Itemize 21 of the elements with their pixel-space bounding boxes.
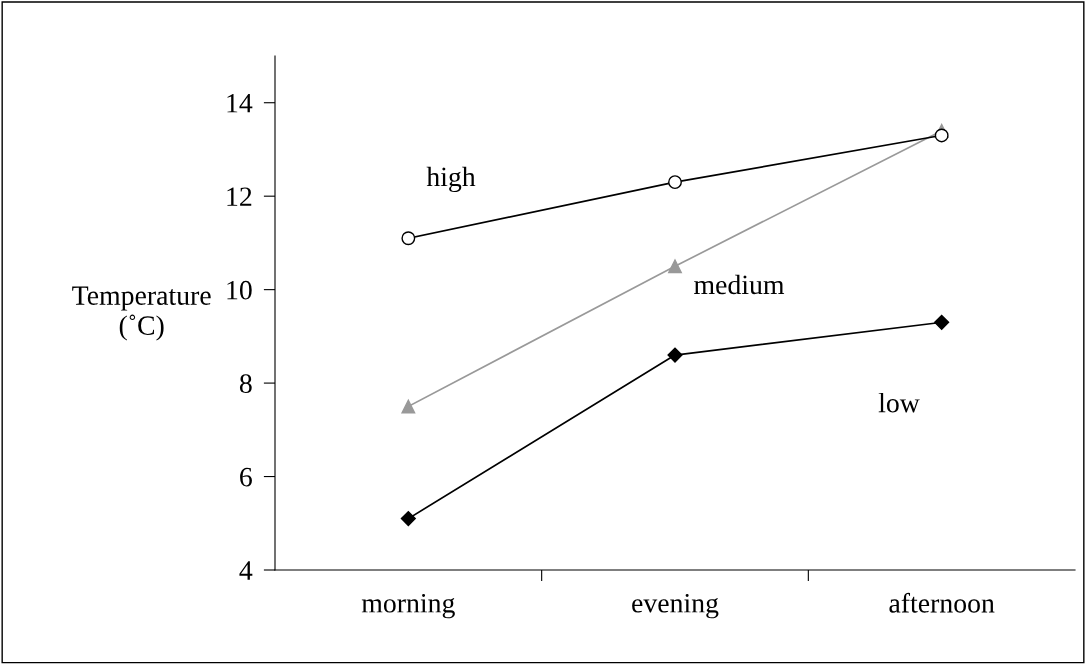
y-tick-label: 14 [227,94,253,113]
series-label: medium [694,274,785,295]
point [401,231,416,246]
point [934,128,949,143]
y-tick-label: 6 [240,467,252,487]
y-axis-title: Temperature (˚C) [72,286,211,341]
point [668,259,682,274]
x-tick-label: afternoon [889,592,995,613]
point [667,347,683,363]
point [400,511,416,527]
point [668,175,682,190]
y-tick-label: 12 [227,187,252,206]
x-tick-label: morning [361,593,455,619]
y-tick-label: 8 [239,374,252,393]
text: low [878,392,920,413]
y-tick-label: 10 [227,280,252,300]
point [934,314,950,330]
series-label: high [426,166,476,192]
y-tick-label: 4 [239,561,253,580]
point [401,399,416,414]
x-tick-label: evening [632,593,719,619]
